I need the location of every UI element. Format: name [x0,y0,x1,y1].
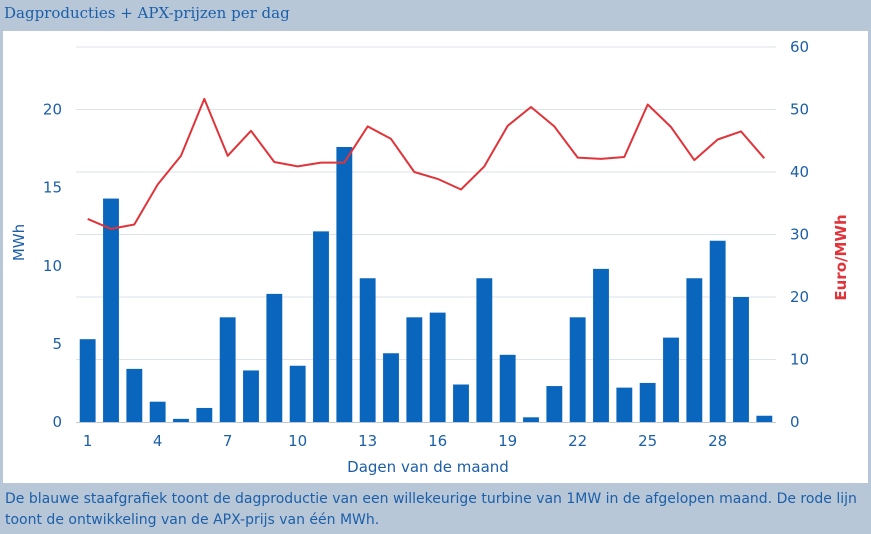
combo-chart: 1 4 7 10 13 16 19 22 25 28 0 5 10 15 20 0 10 20 30 40 50 60 D… [10,38,850,476]
y-right-tick-label: 10 [790,351,809,369]
x-tick-label: 25 [638,432,657,450]
y-left-tick-label: 15 [43,179,62,197]
bar [173,418,189,422]
bar [336,147,353,422]
bar [289,365,306,422]
bar [569,317,586,422]
bar [663,337,679,422]
y-right-tick-label: 0 [790,413,800,431]
bar [243,370,259,422]
x-tick-label: 7 [223,432,233,450]
bar [686,278,703,422]
y-left-tick-label: 5 [52,335,62,353]
x-tick-label: 1 [83,432,93,450]
bar [79,339,96,422]
y-right-tick-label: 40 [790,163,809,181]
bar [593,268,609,422]
bar [523,417,539,422]
y-left-tick-label: 20 [43,101,62,119]
y-left-tick-label: 0 [52,413,62,431]
bar [616,387,633,422]
bar [733,297,749,422]
gridlines [76,46,776,360]
bar [453,384,469,422]
bar [359,278,376,422]
bar [546,386,563,422]
bar [406,317,423,422]
title-bar: Dagproducties + APX-prijzen per dag [0,0,871,31]
x-tick-label: 13 [358,432,377,450]
price-line [87,97,766,230]
bar-series [79,147,773,422]
line-series [87,97,766,230]
bar [103,198,119,422]
y-right-tick-label: 30 [790,226,809,244]
bar [196,407,213,422]
y-right-tick-label: 50 [790,101,809,119]
y-right-tick-label: 60 [790,38,809,56]
bar [476,278,493,422]
chart-caption: De blauwe staafgrafiek toont de dagprodu… [5,491,857,528]
chart-panel: 1 4 7 10 13 16 19 22 25 28 0 5 10 15 20 0 10 20 30 40 50 60 D… [3,31,868,483]
bar [266,293,283,422]
bar [313,231,329,422]
y-right-tick-label: 20 [790,288,809,306]
bar [639,382,656,422]
x-tick-label: 4 [153,432,163,450]
bar [383,353,399,422]
y-axis-left-title: MWh [10,224,28,261]
x-tick-label: 10 [288,432,307,450]
x-axis-title: Dagen van de maand [347,458,509,476]
bar [499,354,516,422]
bar [219,317,236,422]
y-left-tick-label: 10 [43,257,62,275]
chart-title: Dagproducties + APX-prijzen per dag [4,4,290,22]
bar [709,240,726,422]
x-tick-label: 22 [568,432,587,450]
bar [126,368,143,422]
x-tick-label: 19 [498,432,517,450]
bar [756,415,773,422]
bar [429,312,446,422]
bar [149,401,166,422]
x-tick-label: 16 [428,432,447,450]
y-axis-right-title: Euro/MWh [832,214,850,300]
x-tick-label: 28 [708,432,727,450]
axis-labels: 1 4 7 10 13 16 19 22 25 28 0 5 10 15 20 0 10 20 30 40 50 60 [43,38,809,450]
